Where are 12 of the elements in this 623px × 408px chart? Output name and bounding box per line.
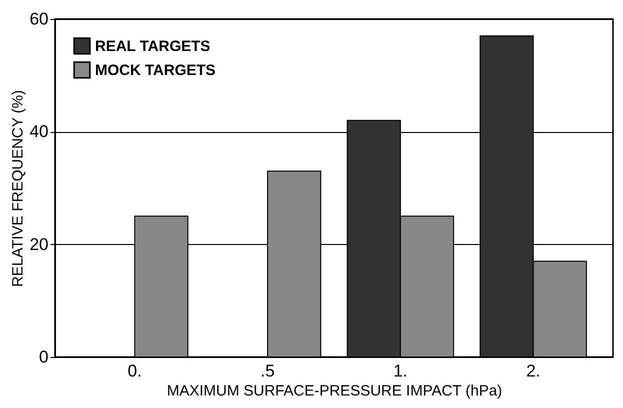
x-tick-label: 0.: [128, 362, 142, 380]
y-tick-label: 40: [30, 122, 48, 142]
y-tick-label: 60: [30, 10, 48, 28]
legend-label: MOCK TARGETS: [95, 62, 216, 79]
y-tick-label: 0: [39, 348, 48, 366]
y-tick-label: 20: [30, 234, 48, 254]
x-tick-label: .5: [260, 362, 275, 380]
x-axis-title: MAXIMUM SURFACE-PRESSURE IMPACT (hPa): [166, 382, 502, 400]
x-tick-label: 1.: [393, 362, 408, 380]
x-tick-label: 2.: [526, 362, 540, 380]
legend-label: REAL TARGETS: [95, 38, 210, 55]
y-axis-title: RELATIVE FREQUENCY (%): [10, 90, 27, 287]
